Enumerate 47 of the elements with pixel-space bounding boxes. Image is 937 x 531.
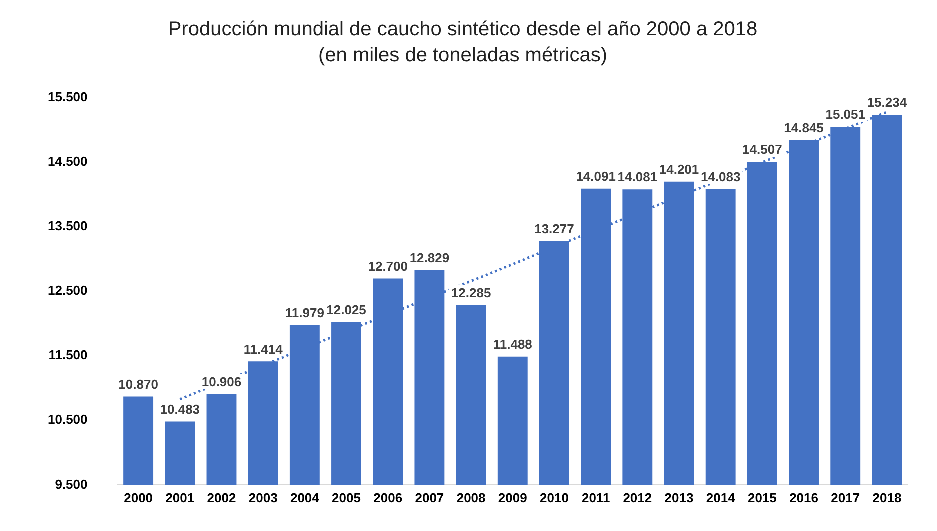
y-tick-label: 14.500 bbox=[48, 154, 88, 170]
x-tick-label: 2010 bbox=[540, 490, 569, 506]
x-tick-label: 2017 bbox=[831, 490, 860, 506]
data-label: 12.700 bbox=[368, 258, 408, 274]
y-tick-label: 15.500 bbox=[48, 90, 88, 105]
x-tick-label: 2001 bbox=[166, 490, 195, 506]
data-label: 10.906 bbox=[202, 374, 242, 390]
y-tick-label: 9.500 bbox=[55, 476, 88, 492]
y-tick-label: 10.500 bbox=[48, 412, 88, 428]
x-tick-label: 2004 bbox=[290, 490, 320, 506]
chart-title: Producción mundial de caucho sintético desde el año 2000 a 2018 bbox=[168, 18, 758, 41]
x-tick-label: 2006 bbox=[374, 490, 403, 506]
chart-subtitle: (en miles de toneladas métricas) bbox=[318, 44, 608, 67]
x-tick-label: 2011 bbox=[582, 490, 610, 506]
x-tick-label: 2016 bbox=[790, 490, 818, 506]
data-label: 12.285 bbox=[451, 286, 492, 301]
x-tick-label: 2005 bbox=[332, 490, 361, 506]
x-tick-label: 2000 bbox=[124, 490, 154, 506]
data-label: 11.414 bbox=[244, 342, 284, 357]
data-label: 14.081 bbox=[618, 170, 658, 185]
data-label: 15.051 bbox=[826, 107, 866, 122]
x-tick-label: 2015 bbox=[748, 490, 777, 506]
x-tick-label: 2012 bbox=[623, 490, 652, 506]
data-label: 14.091 bbox=[576, 169, 616, 184]
data-label: 10.483 bbox=[160, 402, 200, 417]
y-tick-label: 12.500 bbox=[48, 283, 88, 298]
data-label: 13.277 bbox=[534, 222, 574, 237]
y-tick-label: 11.500 bbox=[48, 348, 88, 363]
data-label: 14.201 bbox=[659, 162, 700, 177]
data-label: 15.234 bbox=[867, 95, 908, 110]
data-label: 11.979 bbox=[285, 305, 324, 320]
data-label: 14.845 bbox=[784, 120, 824, 136]
x-tick-label: 2007 bbox=[415, 490, 444, 506]
x-tick-label: 2013 bbox=[664, 490, 694, 506]
data-label: 10.870 bbox=[118, 376, 158, 392]
x-tick-label: 2008 bbox=[456, 490, 486, 506]
data-label: 14.507 bbox=[742, 142, 782, 158]
x-tick-label: 2002 bbox=[207, 490, 236, 506]
data-label: 12.025 bbox=[326, 302, 366, 318]
x-tick-label: 2018 bbox=[872, 490, 902, 506]
x-tick-label: 2009 bbox=[498, 490, 528, 506]
data-label: 12.829 bbox=[410, 250, 450, 266]
x-tick-label: 2003 bbox=[248, 490, 278, 506]
y-tick-label: 13.500 bbox=[48, 218, 88, 234]
data-label: 14.083 bbox=[700, 170, 741, 185]
x-tick-label: 2014 bbox=[706, 490, 736, 506]
data-label: 11.488 bbox=[493, 336, 532, 352]
